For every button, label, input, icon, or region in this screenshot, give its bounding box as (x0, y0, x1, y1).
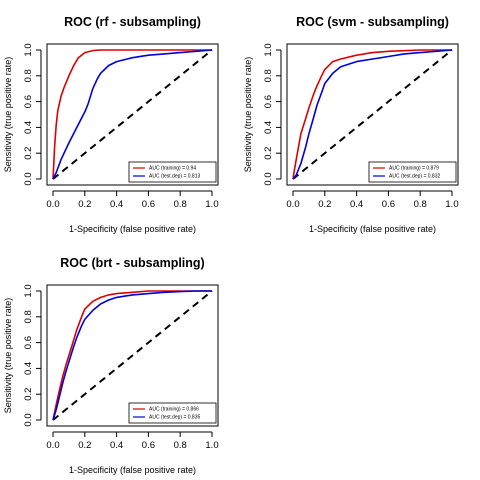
roc-panel: ROC (rf - subsampling) 0.0 0.2 0.4 0.6 0.8 1.0… (3, 15, 219, 234)
x-tick-label: 1.0 (205, 199, 218, 210)
legend-box (128, 161, 217, 183)
x-tick-label: 0.6 (382, 199, 395, 210)
test-roc-line (52, 49, 213, 180)
y-tick-label: 0.0 (23, 172, 34, 185)
legend-box (128, 402, 217, 424)
legend-entry: AUC (test.dep) = 0.835 (149, 415, 200, 421)
test-roc-line (52, 290, 212, 421)
y-tick-label: 0.4 (263, 121, 274, 134)
x-tick-label: 0.4 (110, 199, 123, 210)
x-tick-label: 0.8 (174, 440, 187, 451)
training-roc-line (292, 49, 452, 180)
y-axis-label: Sensitivity (true positive rate) (3, 298, 13, 414)
y-axis-label: Sensitivity (true positive rate) (243, 57, 253, 173)
x-axis-label: 1-Specificity (false positive rate) (69, 465, 196, 475)
plot-frame (46, 43, 219, 186)
chance-diagonal-line (52, 49, 213, 180)
x-tick-label: 0.0 (46, 199, 59, 210)
y-tick-label: 0.4 (23, 121, 34, 134)
y-tick-label: 1.0 (23, 284, 34, 297)
x-tick-label: 0.8 (174, 199, 187, 210)
y-tick-label: 0.6 (263, 95, 274, 108)
y-tick-label: 0.2 (23, 147, 34, 160)
x-tick-label: 0.6 (142, 199, 155, 210)
x-tick-label: 0.2 (318, 199, 331, 210)
roc-panel: ROC (brt - subsampling) 0.0 0.2 0.4 0.6 0.8 1.… (3, 256, 219, 475)
x-tick-label: 0.4 (110, 440, 123, 451)
legend-box (368, 161, 457, 183)
x-axis-label: 1-Specificity (false positive rate) (69, 224, 196, 234)
chart-title: ROC (rf - subsampling) (64, 15, 201, 29)
x-tick-label: 0.2 (78, 199, 91, 210)
training-roc-line (52, 290, 212, 421)
y-tick-label: 0.4 (23, 362, 34, 375)
x-tick-label: 0.4 (350, 199, 363, 210)
y-tick-label: 1.0 (263, 43, 274, 56)
y-tick-label: 0.8 (23, 69, 34, 82)
y-tick-label: 1.0 (23, 43, 34, 56)
x-tick-label: 0.8 (414, 199, 427, 210)
legend-entry: AUC (training) = 0.866 (149, 407, 199, 413)
x-axis-label: 1-Specificity (false positive rate) (309, 224, 436, 234)
y-tick-label: 0.8 (23, 310, 34, 323)
x-tick-label: 1.0 (445, 199, 458, 210)
chance-diagonal-line (292, 49, 453, 180)
x-tick-label: 0.2 (78, 440, 91, 451)
chance-diagonal-line (52, 290, 213, 421)
y-tick-label: 0.0 (263, 172, 274, 185)
y-tick-label: 0.6 (23, 336, 34, 349)
y-axis-label: Sensitivity (true positive rate) (3, 57, 13, 173)
plot-frame (286, 43, 459, 186)
chart-title: ROC (brt - subsampling) (60, 256, 204, 270)
x-tick-label: 1.0 (205, 440, 218, 451)
y-tick-label: 0.6 (23, 95, 34, 108)
x-tick-label: 0.0 (286, 199, 299, 210)
y-tick-label: 0.2 (23, 388, 34, 401)
chart-title: ROC (svm - subsampling) (296, 15, 449, 29)
legend-entry: AUC (test.dep) = 0.813 (149, 174, 200, 180)
y-tick-label: 0.0 (23, 413, 34, 426)
y-tick-label: 0.2 (263, 147, 274, 160)
y-tick-label: 0.8 (263, 69, 274, 82)
roc-panel: ROC (svm - subsampling) 0.0 0.2 0.4 0.6 0.8 1.… (243, 15, 459, 234)
legend-entry: AUC (training) = 0.94 (149, 166, 196, 172)
x-tick-label: 0.0 (46, 440, 59, 451)
plot-frame (46, 284, 219, 427)
x-tick-label: 0.6 (142, 440, 155, 451)
legend-entry: AUC (test.dep) = 0.832 (389, 174, 440, 180)
legend-entry: AUC (training) = 0.879 (389, 166, 439, 172)
training-roc-line (52, 49, 212, 180)
test-roc-line (292, 49, 453, 180)
